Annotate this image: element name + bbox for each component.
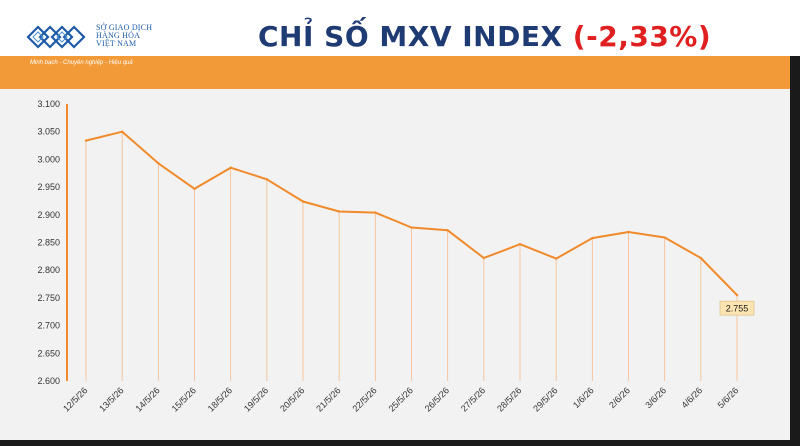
data-point [84,139,88,142]
x-tick-label: 5/6/26 [716,385,741,410]
line-chart: 3.100 3.050 3.000 2.950 2.900 2.850 2.800 2.750… [37,99,755,414]
data-point [482,256,486,260]
x-tick-label: 20/5/26 [278,385,306,413]
x-tick-label: 21/5/26 [314,385,342,413]
y-tick-label: 2.950 [37,182,60,192]
x-tick-label: 27/5/26 [459,385,487,413]
org-line-2: HÀNG HÓA [96,31,141,40]
x-tick-label: 26/5/26 [423,385,451,413]
x-tick-label: 4/6/26 [679,385,704,410]
data-point [663,236,666,239]
y-tick-label: 3.050 [37,127,60,137]
mxv-logo-icon [26,25,86,49]
y-tick-label: 2.600 [37,376,60,386]
x-tick-label: 29/5/26 [531,385,559,413]
last-value-label-box [719,300,755,316]
org-line-1: SỞ GIAO DỊCH [96,23,153,32]
title-text: CHỈ SỐ MXV INDEX [258,20,563,53]
data-point [410,226,413,229]
chart-panel [0,89,790,440]
data-point [591,236,594,240]
org-line-3: VIỆT NAM [96,39,137,48]
last-value-label: 2.755 [726,304,749,314]
data-point [446,229,449,232]
frame-edge-bottom [0,440,800,446]
data-point [301,200,305,203]
slogan: Minh bạch - Chuyên nghiệp - Hiệu quả [30,60,133,66]
data-point [518,242,522,246]
data-point [193,187,196,190]
x-tick-label: 3/6/26 [643,385,668,410]
x-tick-label: 14/5/26 [133,385,161,413]
orange-band [0,56,800,89]
data-point [627,230,630,234]
y-tick-label: 2.850 [37,238,60,248]
data-point [337,210,341,213]
data-point [265,178,269,181]
data-point [735,293,739,297]
x-tick-label: 28/5/26 [495,385,523,413]
page-title: CHỈ SỐ MXV INDEX (-2,33%) [258,20,711,53]
data-point [157,162,160,165]
y-tick-label: 2.650 [37,348,60,358]
x-tick-label: 13/5/26 [97,385,125,413]
y-tick-label: 2.700 [37,321,60,331]
x-tick-label: 12/5/26 [61,385,89,413]
frame-edge-right [790,56,800,446]
x-tick-label: 19/5/26 [242,385,270,413]
y-tick-label: 3.000 [37,154,60,164]
x-tick-label: 22/5/26 [350,385,378,413]
data-point [374,211,377,214]
x-tick-label: 25/5/26 [387,385,415,413]
org-name: SỞ GIAO DỊCH HÀNG HÓA VIỆT NAM [96,24,152,48]
y-tick-label: 2.800 [37,265,60,275]
x-tick-label: 1/6/26 [571,385,596,410]
x-tick-label: 18/5/26 [206,385,234,413]
y-tick-label: 2.900 [37,210,60,220]
data-point [699,256,703,260]
data-point [120,130,124,133]
y-tick-label: 2.750 [37,293,60,303]
data-point [229,166,232,169]
x-tick-label: 2/6/26 [607,385,632,410]
data-point [554,257,558,260]
index-change: (-2,33%) [572,20,712,53]
y-tick-label: 3.100 [37,99,60,109]
x-tick-label: 15/5/26 [170,385,198,413]
